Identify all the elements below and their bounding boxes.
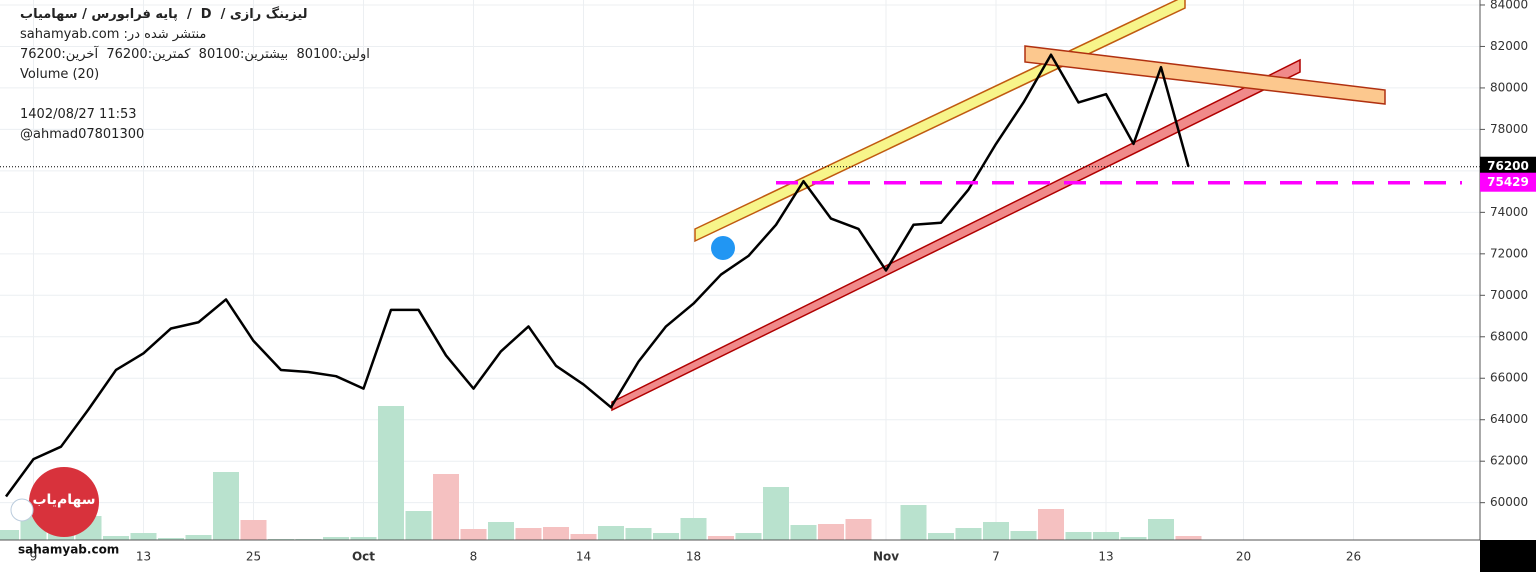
title: لیزینگ رازی / D / پایه فرابورس / سهامیاب: [20, 7, 308, 22]
author: @ahmad07801300: [20, 127, 145, 142]
volume-bar: [955, 528, 982, 540]
volume-bar: [598, 526, 624, 540]
plot: [0, 53, 1480, 498]
logo-icon: [10, 498, 34, 522]
x-tick-label: 25: [246, 550, 261, 564]
volume-bar: [708, 536, 734, 540]
volume-bar: [1065, 532, 1092, 540]
volume-bar: [1010, 531, 1037, 540]
volume-bar: [818, 524, 844, 540]
volume-bar: [845, 519, 872, 540]
volume-bar: [103, 536, 129, 540]
volume-bar: [735, 533, 762, 540]
y-tick-label: 74000: [1490, 205, 1528, 219]
volume-bar: [983, 522, 1009, 540]
volume-bar: [1148, 519, 1174, 540]
logo-circle: [29, 467, 99, 537]
volume-bar: [1093, 532, 1119, 540]
volume-bar: [763, 487, 789, 540]
volume-bar: [680, 518, 707, 540]
published: منتشر شده در: sahamyab.com: [20, 27, 207, 42]
x-tick-label: 13: [136, 550, 151, 564]
volume-bar: [213, 472, 239, 540]
volume-bar: [790, 525, 817, 540]
y-tick-label: 84000: [1490, 0, 1528, 11]
logo: سهام‌یاب sahamyab.com: [10, 467, 119, 557]
y-tick-label: 60000: [1490, 495, 1528, 509]
volume-bar: [653, 533, 679, 540]
logo-text: سهام‌یاب: [32, 492, 95, 508]
volume-bar: [405, 511, 432, 540]
last-price-badge: [1480, 156, 1536, 176]
x-tick-label: 14: [576, 550, 591, 564]
y-tick-label: 72000: [1490, 246, 1528, 260]
y-tick-label: 78000: [1490, 122, 1528, 136]
corner: [1480, 540, 1536, 572]
volume-bar: [570, 534, 597, 540]
y-tick-label: 66000: [1490, 371, 1528, 385]
datetime: 1402/08/27 11:53: [20, 107, 137, 122]
volume-bar: [158, 538, 184, 540]
y-tick-label: 70000: [1490, 288, 1528, 302]
y-tick-label: 68000: [1490, 329, 1528, 343]
x-axis-bg: [0, 540, 1480, 572]
yellow-channel: [694, 0, 1186, 243]
volume-bar: [515, 528, 542, 540]
x-tick-label: 20: [1236, 550, 1251, 564]
volume-bar: [543, 527, 569, 540]
y-tick-label: 82000: [1490, 39, 1528, 53]
volume-bar: [1175, 536, 1202, 540]
volume-bar: [460, 529, 487, 540]
x-tick-label: 9: [30, 550, 38, 564]
y-tick-label: 62000: [1490, 454, 1528, 468]
last-price-label: 76200: [1487, 159, 1529, 173]
volume-bar: [240, 520, 267, 540]
marker-dot: [711, 236, 735, 260]
site-text: sahamyab.com: [18, 543, 119, 557]
ohlc: اولین:80100 بیشترین:80100 کمترین:76200 آ…: [20, 47, 370, 62]
x-tick-label: 18: [686, 550, 701, 564]
y-tick-label: 80000: [1490, 80, 1528, 94]
volume-bar: [900, 505, 927, 540]
x-tick-label: Oct: [352, 550, 375, 564]
volume-bar: [1120, 537, 1147, 540]
drawings: [611, 0, 1386, 412]
y-axis-bg: [1480, 0, 1536, 540]
volume-bar: [130, 533, 157, 540]
volume-bar: [1038, 509, 1064, 540]
header: لیزینگ رازی / D / پایه فرابورس / سهامیاب…: [20, 5, 370, 145]
y-tick-label: 64000: [1490, 412, 1528, 426]
orange-channel: [1024, 45, 1386, 105]
volume-bar: [0, 530, 19, 540]
volume-bar: [433, 474, 459, 540]
x-tick-label: 8: [470, 550, 478, 564]
x-tick-label: 26: [1346, 550, 1361, 564]
volume: [0, 406, 1202, 540]
x-tick-label: 7: [992, 550, 1000, 564]
volume-bar: [350, 537, 377, 540]
level-label: 75429: [1487, 175, 1529, 189]
level-badge: [1480, 172, 1536, 192]
volume-bar: [378, 406, 404, 540]
x-tick-label: Nov: [873, 550, 899, 564]
volume-bar: [323, 537, 349, 540]
volume-bar: [928, 533, 954, 540]
volume-bar: [185, 535, 212, 540]
volume-label: Volume (20): [20, 67, 100, 82]
grid: [0, 0, 1480, 540]
axes: 60000 62000 64000 66000 68000 70000 72000 74000…: [30, 0, 1536, 564]
volume-bar: [625, 528, 652, 540]
volume-bar: [488, 522, 514, 540]
price-line: [4, 53, 1190, 498]
x-tick-label: 13: [1098, 550, 1113, 564]
